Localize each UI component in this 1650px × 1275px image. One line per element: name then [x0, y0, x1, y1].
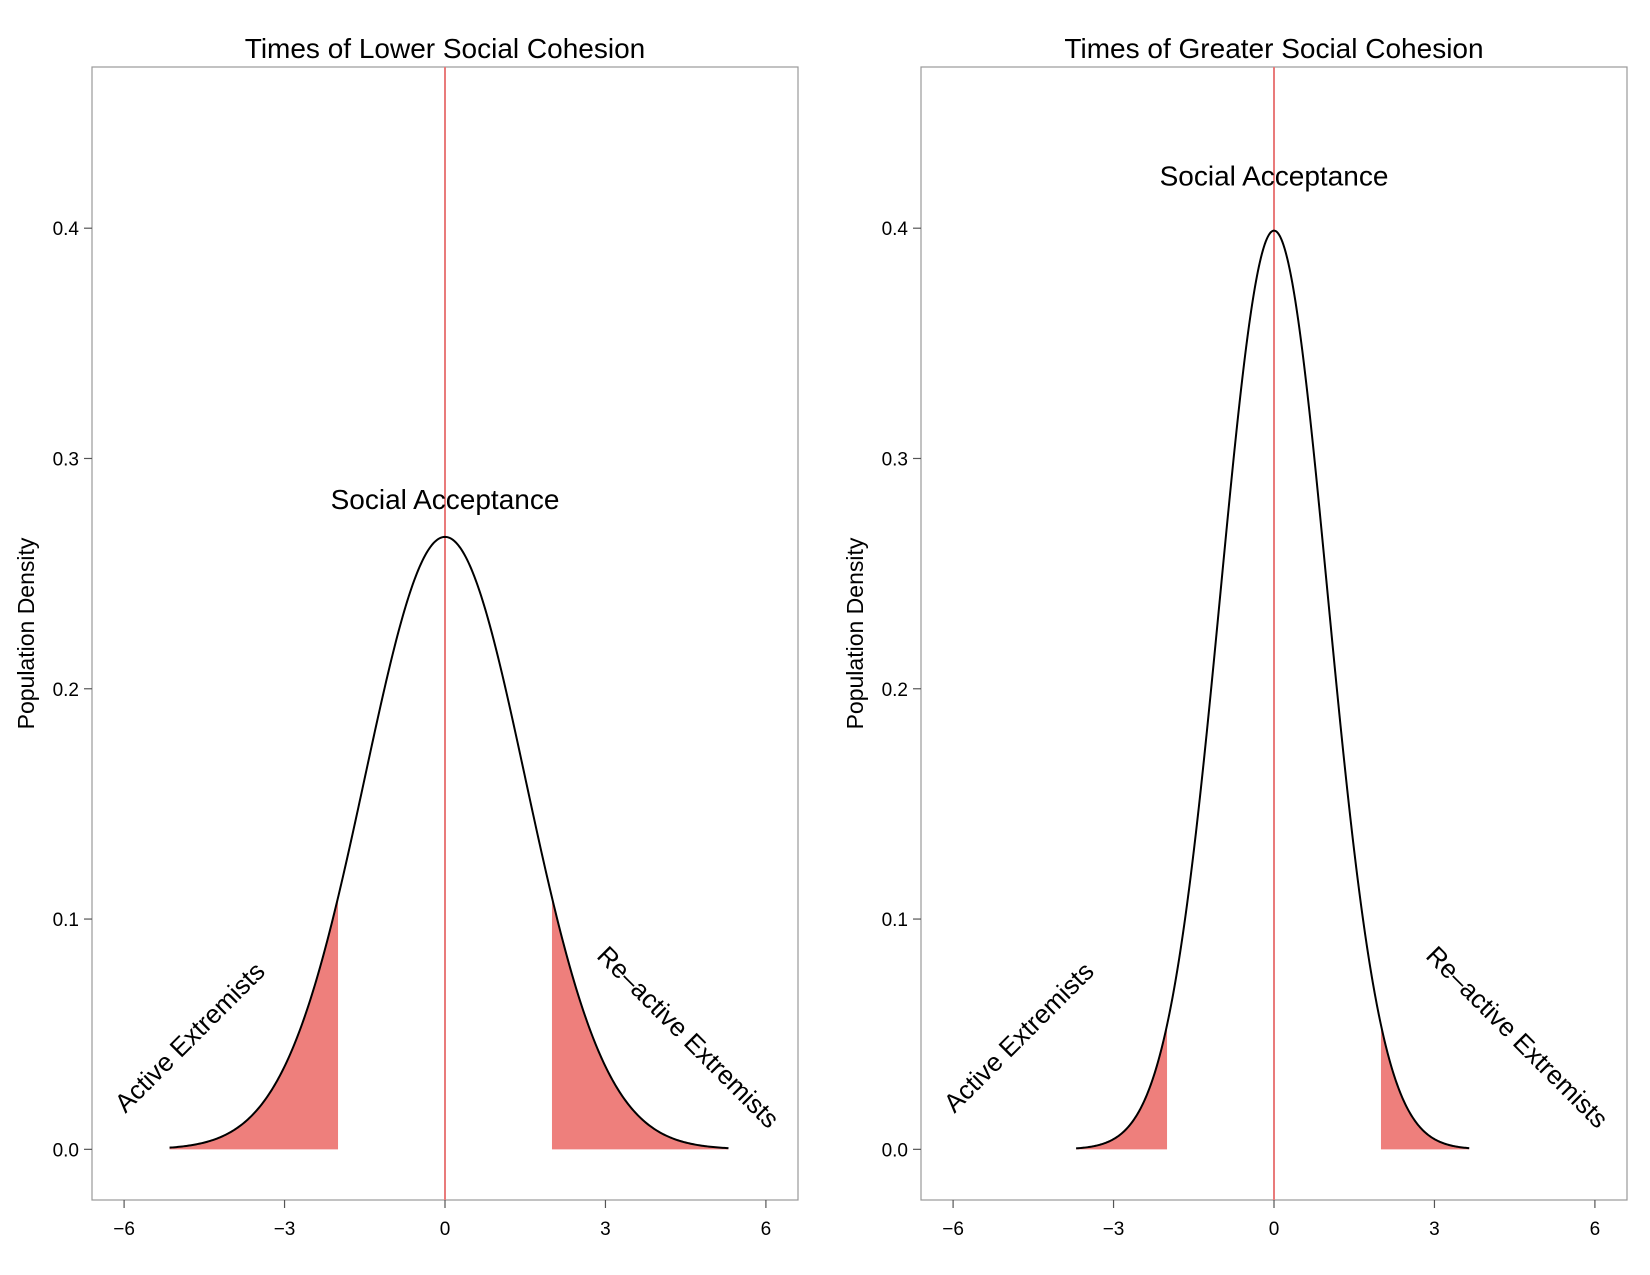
y-tick-label: 0.0: [882, 1140, 908, 1161]
annotation-social-acceptance: Social Acceptance: [331, 484, 560, 515]
x-tick-label: 6: [1590, 1219, 1601, 1240]
density-curve: [169, 535, 729, 1150]
x-tick-label: −6: [942, 1219, 964, 1240]
x-tick-label: 0: [1269, 1219, 1280, 1240]
tail-fill-reactive-extremists: [1380, 1025, 1470, 1150]
tail-fill-active-extremists: [169, 897, 339, 1150]
y-tick-label: 0.4: [882, 219, 909, 240]
y-tick-label: 0.4: [53, 219, 80, 240]
chart-title: Times of Lower Social Cohesion: [245, 33, 645, 64]
x-tick-label: −3: [1103, 1219, 1125, 1240]
y-tick-label: 0.3: [882, 449, 908, 470]
density-curve: [1076, 229, 1470, 1150]
y-axis-label: Population Density: [842, 537, 868, 729]
x-tick-label: 0: [440, 1219, 451, 1240]
y-tick-label: 0.1: [53, 910, 79, 931]
x-tick-label: −3: [274, 1219, 296, 1240]
x-tick-label: 3: [600, 1219, 611, 1240]
y-tick-label: 0.0: [53, 1140, 79, 1161]
x-tick-label: −6: [113, 1219, 135, 1240]
axis-ticks: −6 −3 0 3 6 0.0 0.1 0.2 0.3 0.4: [882, 219, 1601, 1240]
x-tick-label: 6: [761, 1219, 772, 1240]
y-tick-label: 0.3: [53, 449, 79, 470]
x-tick-label: 3: [1429, 1219, 1440, 1240]
chart-title: Times of Greater Social Cohesion: [1064, 33, 1483, 64]
axis-ticks: −6 −3 0 3 6 0.0 0.1 0.2 0.3 0.4: [53, 219, 772, 1240]
annotation-social-acceptance: Social Acceptance: [1160, 161, 1389, 192]
y-tick-label: 0.2: [53, 680, 79, 701]
y-tick-label: 0.2: [882, 680, 908, 701]
tail-fill-active-extremists: [1076, 1025, 1168, 1150]
chart-marks: [1076, 67, 1470, 1200]
tail-fill-reactive-extremists: [551, 897, 729, 1150]
y-tick-label: 0.1: [882, 910, 908, 931]
chart-marks: [169, 67, 729, 1200]
y-axis-label: Population Density: [13, 537, 39, 729]
